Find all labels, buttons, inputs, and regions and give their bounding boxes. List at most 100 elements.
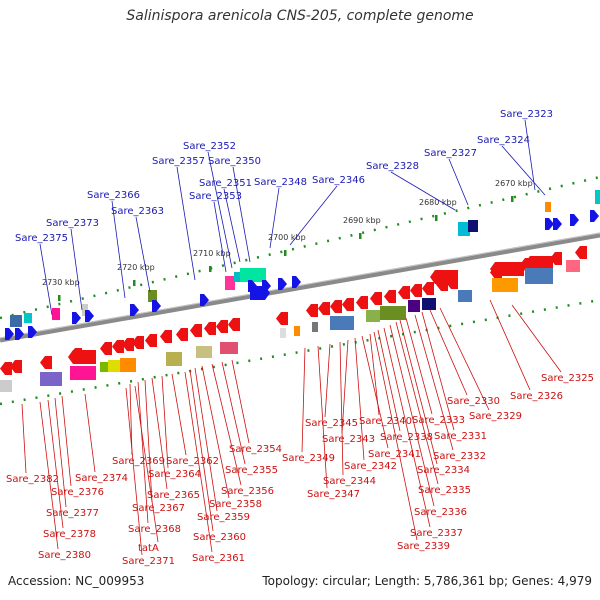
gene-leader-line [125, 387, 143, 556]
outer-feature-blocks [10, 190, 600, 327]
feature-block [10, 315, 22, 327]
feature-block [422, 298, 436, 310]
forward-gene-arrows [5, 210, 599, 340]
feature-block [70, 366, 96, 380]
gene-leader-line [135, 216, 151, 293]
reverse-gene-label: Sare_2334 [417, 465, 470, 476]
gene-leader-line [339, 341, 344, 476]
forward-gene-label: Sare_2324 [477, 135, 530, 146]
reverse-gene-label: Sare_2368 [128, 524, 181, 535]
reverse-gene-arrows [0, 246, 587, 375]
reverse-gene-label: Sare_2336 [414, 507, 467, 518]
reverse-gene-arrow [145, 334, 157, 347]
feature-block [366, 310, 380, 322]
gene-leader-line [111, 200, 126, 299]
gene-leader-line [137, 381, 149, 524]
forward-gene-label: Sare_2328 [366, 161, 419, 172]
reverse-gene-label: Sare_2360 [193, 532, 246, 543]
reverse-gene-label: Sare_2356 [221, 486, 274, 497]
scale-tick-mark [511, 196, 514, 202]
reverse-gene-label: Sare_2331 [434, 431, 487, 442]
gene-leader-line [421, 311, 455, 431]
reverse-gene-arrow [306, 304, 318, 317]
reverse-gene-label: Sare_2359 [197, 512, 250, 523]
gene-leader-line [144, 379, 153, 503]
reverse-gene-label: Sare_2364 [148, 469, 201, 480]
forward-gene-arrow [545, 218, 554, 230]
reverse-gene-label: Sare_2329 [469, 411, 522, 422]
reverse-gene-label: Sare_2367 [132, 503, 185, 514]
forward-gene-arrow [5, 328, 14, 340]
forward-gene-arrow [553, 218, 562, 230]
reverse-gene-arrow [216, 320, 228, 333]
gene-leader-line [414, 314, 454, 451]
reverse-gene-arrow [40, 356, 52, 369]
reverse-gene-label: Sare_2382 [6, 474, 59, 485]
gene-leader-line [231, 359, 250, 444]
reverse-gene-arrow [176, 328, 188, 341]
gene-leader-line [399, 319, 438, 465]
feature-block [458, 290, 472, 302]
reverse-gene-label: Sare_2341 [368, 449, 421, 460]
forward-gene-labels: Sare_2323Sare_2324Sare_2327Sare_2328Sare… [15, 109, 553, 316]
reverse-gene-label: Sare_2335 [418, 485, 471, 496]
reverse-gene-arrow [422, 282, 434, 295]
gene-leader-line [39, 243, 53, 316]
scale-tick-label: 2670 kbp [495, 179, 533, 188]
reverse-gene-label: Sare_2371 [122, 556, 175, 567]
gene-leader-line [207, 151, 233, 269]
feature-block [234, 272, 242, 282]
reverse-gene-label: Sare_2377 [46, 508, 99, 519]
genome-summary-text: Topology: circular; Length: 5,786,361 bp… [262, 574, 592, 588]
feature-block [240, 268, 266, 282]
reverse-gene-label: Sare_2362 [166, 456, 219, 467]
forward-gene-label: Sare_2327 [424, 148, 477, 159]
gene-leader-line [194, 367, 218, 512]
gene-leader-line [390, 171, 456, 211]
reverse-gene-label: Sare_2340 [359, 416, 412, 427]
reverse-gene-label: Sare_2337 [410, 528, 463, 539]
gene-leader-line [201, 365, 230, 499]
reverse-gene-label: Sare_2338 [380, 432, 433, 443]
forward-gene-label: Sare_2352 [183, 141, 236, 152]
reverse-gene-label: Sare_2325 [541, 373, 594, 384]
gene-leader-line [84, 393, 96, 473]
forward-gene-arrow [250, 286, 270, 300]
feature-block [380, 306, 406, 320]
forward-gene-arrow [85, 310, 94, 322]
reverse-gene-arrow [525, 256, 553, 270]
feature-block [0, 380, 12, 392]
feature-block [294, 326, 300, 336]
reverse-gene-label: Sare_2342 [344, 461, 397, 472]
gene-leader-line [448, 158, 469, 206]
reverse-gene-label: Sare_2345 [305, 418, 358, 429]
forward-gene-label: Sare_2351 [199, 178, 252, 189]
forward-gene-arrow [28, 326, 37, 338]
reverse-gene-arrow [204, 322, 216, 335]
reverse-gene-arrow [68, 350, 96, 364]
gene-leader-line [511, 304, 562, 373]
gene-leader-line [439, 307, 490, 411]
feature-block [312, 322, 318, 332]
gene-leader-line [184, 371, 213, 553]
gene-leader-line [221, 361, 246, 465]
feature-block [148, 290, 157, 302]
forward-gene-label: Sare_2363 [111, 206, 164, 217]
reverse-gene-label: Sare_2374 [75, 473, 128, 484]
reverse-gene-label: Sare_2347 [307, 489, 360, 500]
gene-leader-line [301, 347, 306, 453]
gene-leader-line [213, 201, 227, 273]
gene-leader-line [324, 343, 331, 418]
feature-block [280, 328, 286, 338]
reverse-gene-arrow [384, 290, 396, 303]
forward-gene-arrow [570, 214, 579, 226]
reverse-gene-arrow [160, 330, 172, 343]
backbone-line [0, 232, 600, 343]
reverse-gene-arrow [342, 298, 354, 311]
forward-gene-label: Sare_2366 [87, 190, 140, 201]
scale-tick-mark [209, 266, 212, 272]
gene-leader-line [70, 228, 83, 311]
feature-block [100, 362, 110, 372]
feature-block [458, 222, 470, 236]
